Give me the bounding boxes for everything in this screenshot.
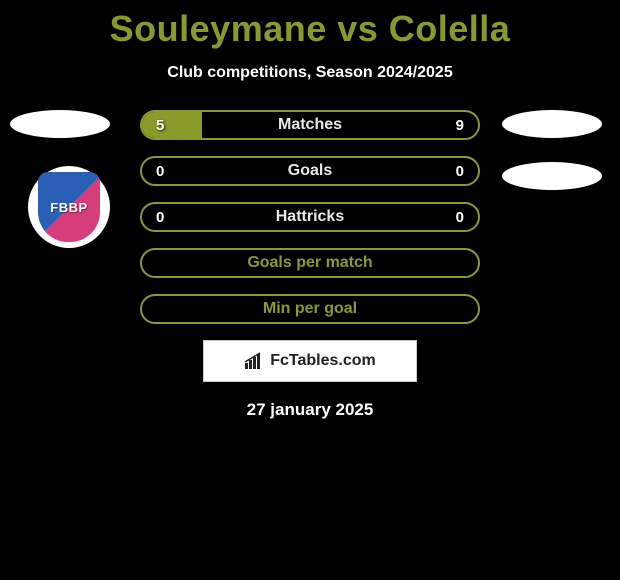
stat-hattricks-right-value: 0 [456, 209, 464, 226]
stat-goals-left-value: 0 [156, 163, 164, 180]
club-left-badge-text: FBBP [50, 200, 87, 215]
stat-goals-label: Goals [288, 162, 332, 180]
stat-min-per-goal-label: Min per goal [263, 300, 357, 318]
stat-row-goals-per-match: Goals per match [140, 248, 480, 278]
page-subtitle: Club competitions, Season 2024/2025 [0, 64, 620, 82]
stat-row-min-per-goal: Min per goal [140, 294, 480, 324]
stat-matches-right-value: 9 [456, 117, 464, 134]
snapshot-date: 27 january 2025 [0, 400, 620, 420]
stat-row-goals: 0 Goals 0 [140, 156, 480, 186]
page-title: Souleymane vs Colella [0, 0, 620, 50]
brand-watermark[interactable]: FcTables.com [203, 340, 417, 382]
bar-chart-icon [244, 352, 266, 370]
player-right-photo-placeholder [502, 110, 602, 138]
stat-goals-per-match-label: Goals per match [247, 254, 372, 272]
stat-matches-left-value: 5 [156, 117, 164, 134]
comparison-panel: FBBP 5 Matches 9 0 Goals 0 0 Hattricks 0… [0, 110, 620, 420]
player-left-photo-placeholder [10, 110, 110, 138]
brand-text: FcTables.com [270, 352, 376, 370]
stat-goals-right-value: 0 [456, 163, 464, 180]
club-right-badge-placeholder [502, 162, 602, 190]
club-left-badge: FBBP [28, 166, 110, 248]
stat-row-hattricks: 0 Hattricks 0 [140, 202, 480, 232]
club-left-badge-shield: FBBP [38, 172, 100, 242]
stat-hattricks-label: Hattricks [276, 208, 344, 226]
stat-hattricks-left-value: 0 [156, 209, 164, 226]
stat-matches-label: Matches [278, 116, 342, 134]
stats-rows: 5 Matches 9 0 Goals 0 0 Hattricks 0 Goal… [140, 110, 480, 324]
stat-row-matches: 5 Matches 9 [140, 110, 480, 140]
stat-matches-left-fill [142, 112, 202, 138]
